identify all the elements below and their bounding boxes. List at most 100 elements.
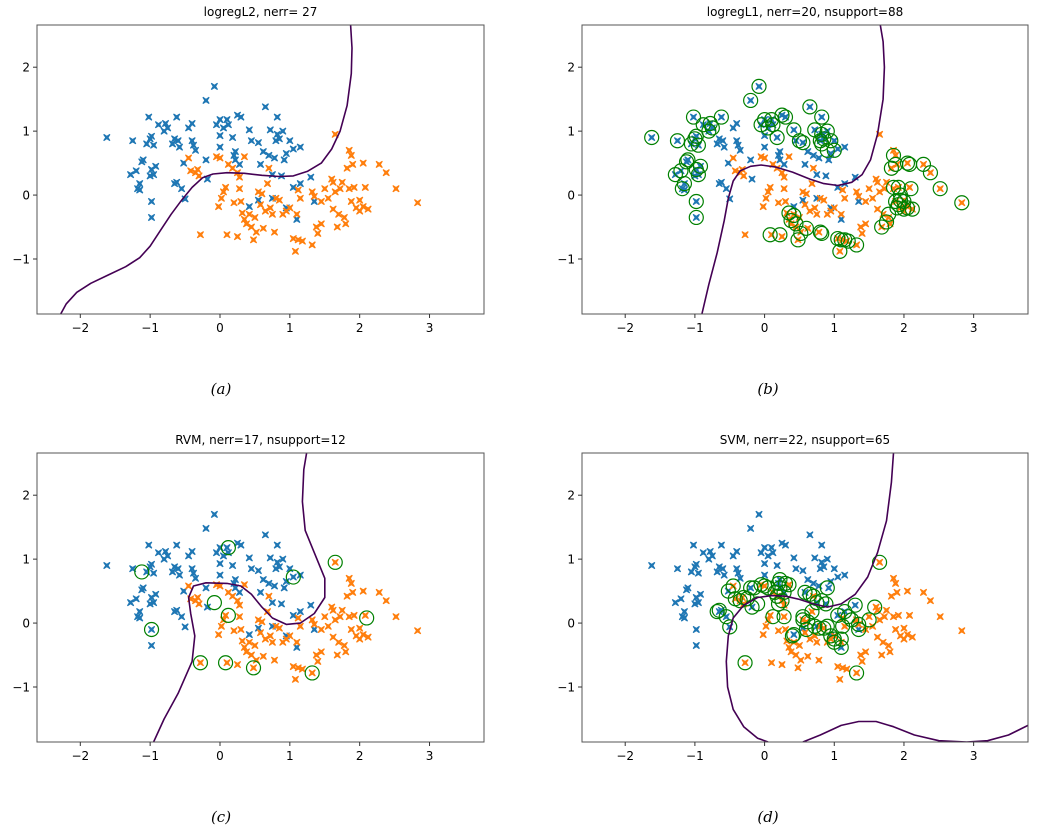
point-class1 [258,618,266,626]
point-class1 [247,651,255,659]
point-class0 [834,611,842,619]
support-circle [722,619,738,635]
point-class1 [815,228,823,236]
decision-boundary [59,25,353,314]
point-class1 [219,188,228,196]
support-circle [830,607,846,624]
point-class1 [359,587,367,595]
point-class1 [375,588,383,596]
point-class0 [757,549,765,557]
point-class0 [692,625,700,634]
point-class0 [173,541,181,549]
y-tick-label: 1 [567,553,575,567]
point-class0 [799,196,807,204]
support-circle [776,609,792,625]
series-class0 [103,510,318,651]
point-class1 [256,201,265,209]
point-class0 [289,145,297,153]
y-tick-label: 1 [567,125,575,139]
point-class1 [263,608,272,616]
point-class0 [223,544,231,552]
point-class1 [806,207,814,215]
point-class0 [235,160,244,168]
support-circle [285,569,301,585]
point-class0 [834,145,842,153]
point-class1 [216,154,224,162]
point-class1 [310,192,318,200]
point-class1 [785,153,793,161]
point-class1 [331,188,339,196]
point-class0 [671,599,679,607]
point-class0 [804,576,812,584]
point-class1 [801,629,809,637]
support-circle [690,167,706,183]
point-class0 [708,552,716,560]
x-tick-label: −2 [71,749,89,763]
point-class0 [296,180,304,188]
point-class1 [879,638,887,646]
point-class1 [350,611,358,619]
support-circle [743,92,759,109]
point-class0 [747,584,755,592]
point-class1 [780,185,788,193]
point-class0 [265,151,273,159]
point-class1 [876,188,884,196]
point-class1 [414,627,422,635]
support-circle [217,655,234,671]
support-circle [883,160,900,176]
point-class1 [887,592,895,600]
point-class0 [277,600,286,608]
support-circle [871,554,888,570]
point-class0 [818,113,826,121]
point-class0 [178,185,186,193]
point-class0 [747,524,755,532]
point-class0 [767,544,776,552]
point-class0 [150,171,158,179]
point-class0 [830,137,838,145]
point-class0 [755,510,763,518]
x-tick-label: −2 [616,321,634,335]
point-class1 [263,180,272,188]
point-class0 [154,549,163,557]
point-class1 [869,194,877,202]
support-circle [791,133,808,149]
support-circle [676,175,693,192]
point-class1 [797,656,805,664]
support-circle [690,137,706,153]
point-class0 [282,149,290,158]
point-class1 [245,638,253,646]
point-class1 [298,665,306,673]
support-circle [770,596,787,612]
point-class1 [331,558,339,566]
point-class0 [254,567,262,575]
point-class0 [804,148,812,156]
point-class1 [185,582,193,590]
point-class0 [147,560,156,568]
point-class0 [279,555,287,563]
point-class0 [216,116,224,124]
point-class0 [689,113,698,121]
point-class1 [329,178,337,186]
x-tick-label: 1 [286,321,294,335]
point-class1 [308,669,316,677]
point-class0 [806,531,814,539]
point-class0 [245,554,253,562]
point-class1 [762,194,770,202]
support-circle [788,216,804,232]
point-class0 [245,126,253,134]
point-class1 [778,661,786,669]
point-class1 [795,641,803,650]
point-class1 [414,199,422,207]
point-class0 [171,180,179,188]
point-class1 [268,638,276,646]
point-class0 [245,203,253,211]
point-class0 [127,171,135,179]
point-class1 [195,600,203,608]
point-class0 [224,121,232,129]
support-circle [878,214,895,230]
point-class0 [150,599,158,607]
support-circle [781,577,797,593]
point-class0 [161,119,170,128]
point-class0 [181,623,189,631]
support-circle [811,620,827,636]
